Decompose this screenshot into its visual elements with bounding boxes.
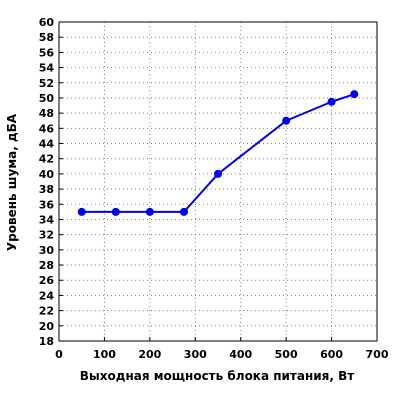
- y-tick-label: 34: [39, 213, 55, 226]
- y-axis-title: Уровень шума, дБА: [5, 113, 19, 251]
- series-line: [81, 93, 355, 213]
- axis-ticks: 0 100 200 300 400 500 600 700 18 20 22 24 26 28 30 32 34…: [39, 16, 389, 361]
- series-layer: [77, 90, 359, 216]
- x-tick-label: 500: [275, 348, 298, 361]
- x-tick-label: 400: [229, 348, 252, 361]
- y-tick-label: 60: [39, 16, 55, 29]
- data-point: [327, 97, 336, 106]
- data-point: [282, 116, 291, 125]
- y-tick-label: 38: [39, 183, 54, 196]
- y-tick-label: 32: [39, 229, 54, 242]
- x-tick-label: 100: [93, 348, 116, 361]
- data-point: [179, 207, 188, 216]
- x-tick-label: 200: [138, 348, 161, 361]
- y-tick-label: 50: [39, 92, 55, 105]
- y-tick-label: 46: [39, 122, 55, 135]
- data-point: [214, 169, 222, 178]
- x-tick-label: 700: [366, 348, 389, 361]
- y-tick-label: 24: [39, 289, 55, 302]
- y-tick-label: 52: [39, 77, 54, 90]
- y-tick-label: 20: [39, 320, 55, 333]
- x-tick-label: 0: [55, 348, 63, 361]
- y-tick-label: 44: [39, 138, 55, 151]
- x-tick-label: 300: [184, 348, 207, 361]
- y-tick-label: 22: [39, 305, 54, 318]
- grid: [59, 22, 377, 341]
- y-tick-label: 36: [39, 198, 55, 211]
- plot-frame: [58, 21, 378, 342]
- y-tick-label: 40: [39, 168, 55, 181]
- data-point: [111, 207, 120, 216]
- y-tick-label: 58: [39, 31, 54, 44]
- y-tick-label: 28: [39, 259, 54, 272]
- y-tick-label: 30: [39, 244, 55, 257]
- y-tick-label: 42: [39, 153, 54, 166]
- x-tick-label: 600: [320, 348, 343, 361]
- y-tick-label: 56: [39, 46, 55, 59]
- x-axis-title: Выходная мощность блока питания, Вт: [80, 369, 355, 383]
- data-point: [145, 207, 154, 216]
- data-point: [350, 90, 359, 99]
- y-tick-label: 54: [39, 62, 55, 75]
- y-tick-label: 48: [39, 107, 54, 120]
- y-tick-label: 26: [39, 274, 55, 287]
- data-point: [77, 207, 86, 216]
- y-tick-label: 18: [39, 335, 54, 348]
